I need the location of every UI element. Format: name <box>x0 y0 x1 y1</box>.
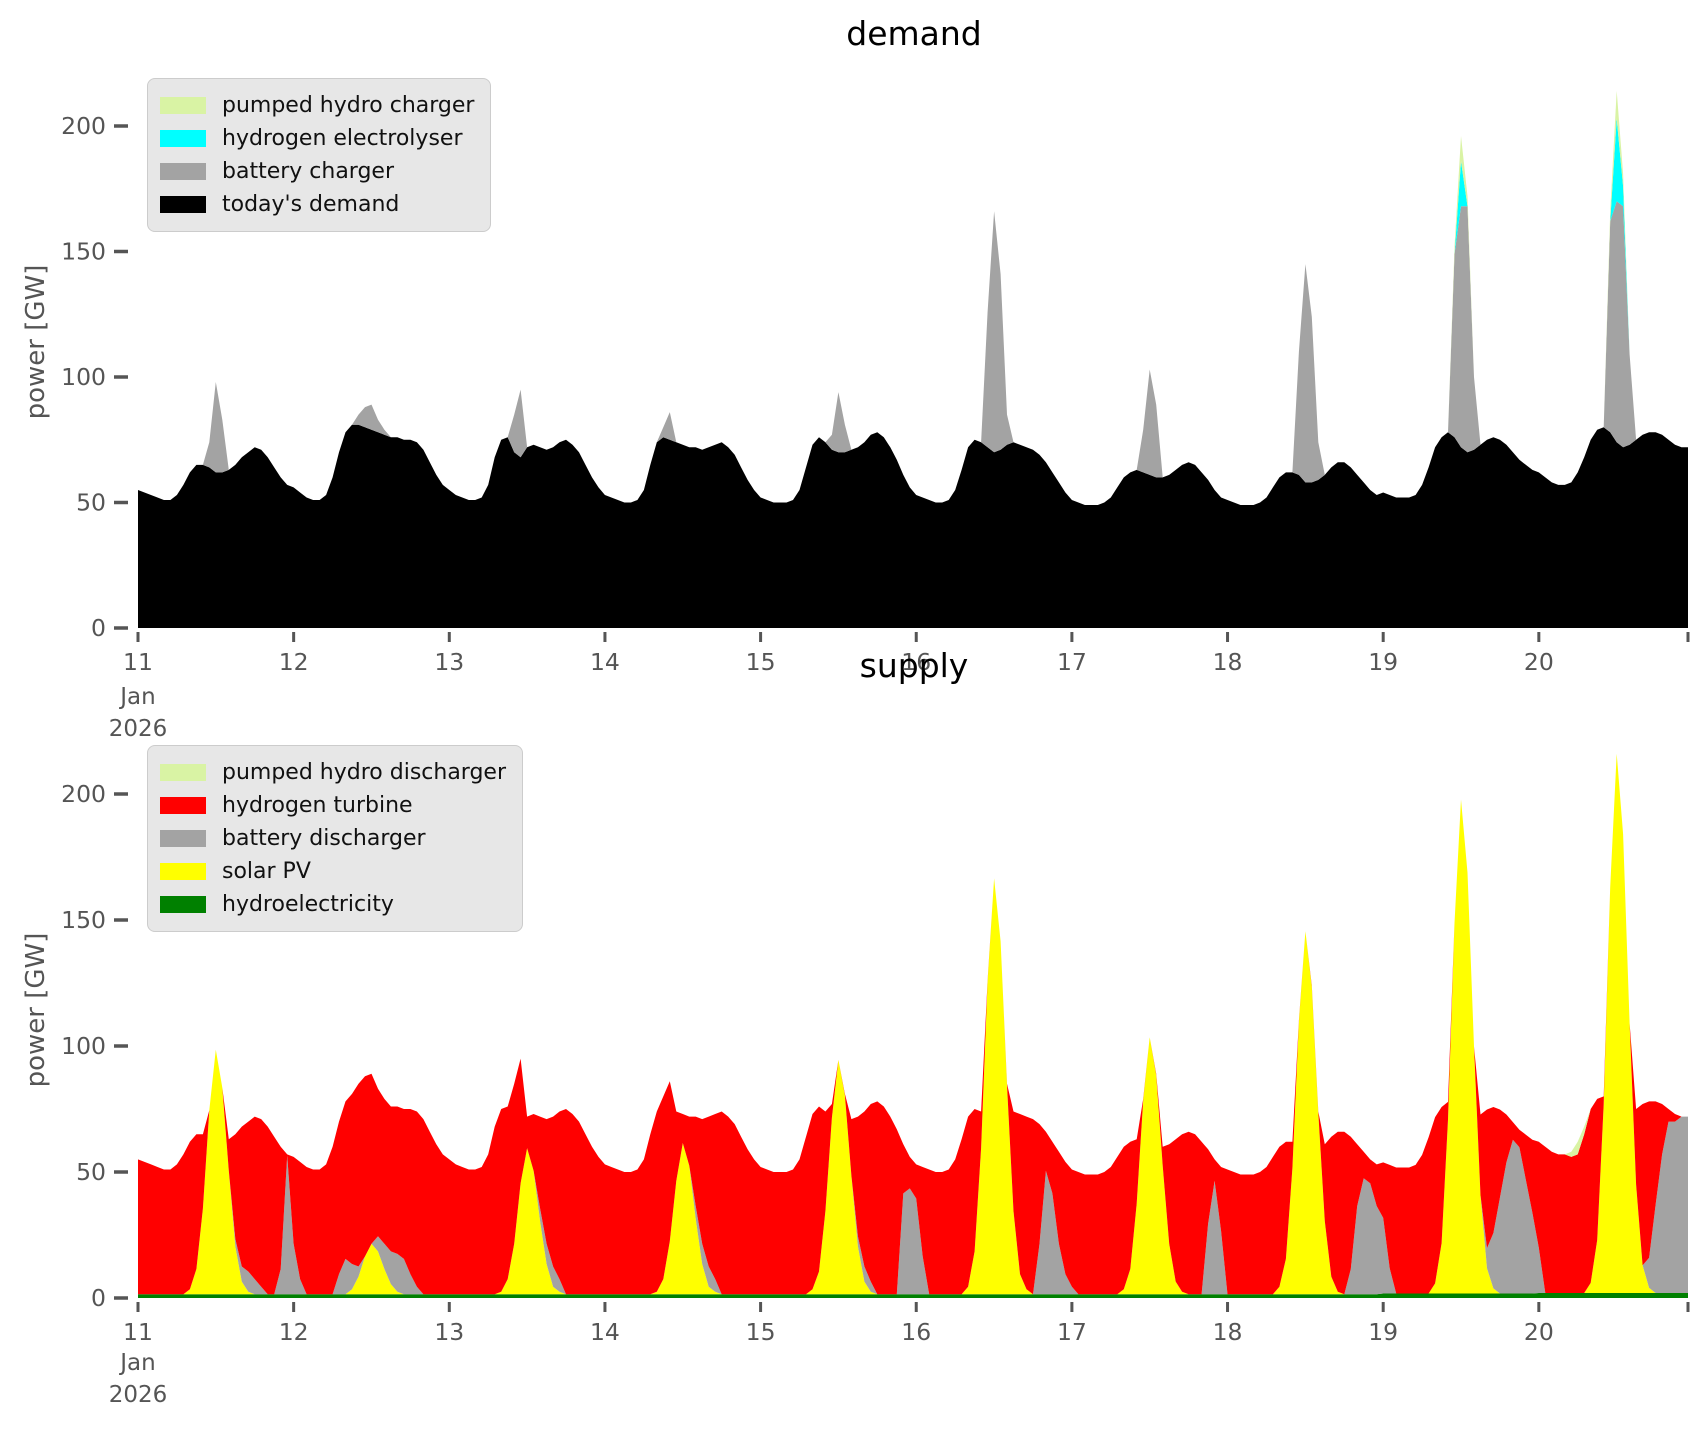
legend-item: pumped hydro discharger <box>160 756 506 789</box>
todays-demand-swatch <box>160 196 206 213</box>
x-tick-label: 18 <box>1213 648 1243 676</box>
legend-item: solar PV <box>160 855 506 888</box>
x-tick-label: 13 <box>434 1318 464 1346</box>
legend-label: pumped hydro charger <box>222 93 475 118</box>
legend-label: battery charger <box>222 159 395 184</box>
area-solar-pv <box>138 753 1688 1295</box>
x-tick-label: 17 <box>1057 1318 1087 1346</box>
y-tick-label: 150 <box>61 906 106 934</box>
demand-x-axis-month: Jan <box>120 684 156 710</box>
demand-legend: pumped hydro charger hydrogen electrolys… <box>147 78 492 232</box>
area-battery-discharger <box>138 753 1688 1295</box>
battery-charger-swatch <box>160 163 206 180</box>
x-tick-label: 15 <box>746 1318 776 1346</box>
x-tick-label: 14 <box>590 1318 620 1346</box>
legend-label: battery discharger <box>222 826 426 851</box>
y-tick-label: 150 <box>61 238 106 266</box>
y-tick-label: 50 <box>76 1158 106 1186</box>
legend-item: battery charger <box>160 155 474 188</box>
legend-label: hydroelectricity <box>222 892 394 917</box>
area-today-s-demand <box>138 424 1688 628</box>
x-tick-label: 15 <box>746 648 776 676</box>
legend-item: hydroelectricity <box>160 888 506 921</box>
x-tick-label: 20 <box>1524 648 1554 676</box>
demand-chart-title: demand <box>846 14 982 53</box>
supply-x-axis-month: Jan <box>120 1350 156 1376</box>
battery-discharger-swatch <box>160 830 206 847</box>
area-hydrogen-turbine <box>138 753 1688 1295</box>
y-tick-label: 200 <box>61 112 106 140</box>
supply-chart-title: supply <box>859 646 969 685</box>
legend-label: hydrogen turbine <box>222 793 413 818</box>
y-tick-label: 100 <box>61 1032 106 1060</box>
hydrogen-electrolyser-swatch <box>160 130 206 147</box>
demand-y-axis-label: power [GW] <box>21 264 51 420</box>
x-tick-label: 16 <box>901 648 931 676</box>
x-tick-label: 13 <box>434 648 464 676</box>
y-tick-label: 200 <box>61 780 106 808</box>
supply-y-axis-label: power [GW] <box>21 932 51 1088</box>
supply-legend: pumped hydro discharger hydrogen turbine… <box>147 745 524 932</box>
legend-label: today's demand <box>222 192 400 217</box>
x-tick-label: 20 <box>1524 1318 1554 1346</box>
x-tick-label: 12 <box>279 648 309 676</box>
x-tick-label: 14 <box>590 648 620 676</box>
legend-item: pumped hydro charger <box>160 89 474 122</box>
y-tick-label: 100 <box>61 363 106 391</box>
x-tick-label: 18 <box>1213 1318 1243 1346</box>
legend-item: today's demand <box>160 188 474 221</box>
y-tick-label: 50 <box>76 489 106 517</box>
x-tick-label: 16 <box>901 1318 931 1346</box>
x-tick-label: 11 <box>123 648 153 676</box>
y-tick-label: 0 <box>91 614 106 642</box>
legend-label: hydrogen electrolyser <box>222 126 463 151</box>
supply-x-axis-year: 2026 <box>108 1382 168 1408</box>
legend-label: solar PV <box>222 859 311 884</box>
hydrogen-turbine-swatch <box>160 797 206 814</box>
x-tick-label: 17 <box>1057 648 1087 676</box>
demand-x-axis-year: 2026 <box>108 716 168 742</box>
x-tick-label: 19 <box>1368 1318 1398 1346</box>
x-tick-label: 11 <box>123 1318 153 1346</box>
legend-label: pumped hydro discharger <box>222 760 507 785</box>
pumped-hydro-discharger-swatch <box>160 764 206 781</box>
solar-pv-swatch <box>160 863 206 880</box>
hydroelectricity-swatch <box>160 896 206 913</box>
x-tick-label: 12 <box>279 1318 309 1346</box>
legend-item: hydrogen turbine <box>160 789 506 822</box>
legend-item: hydrogen electrolyser <box>160 122 474 155</box>
area-battery-charger <box>138 201 1688 506</box>
x-tick-label: 19 <box>1368 648 1398 676</box>
y-tick-label: 0 <box>91 1284 106 1312</box>
legend-item: battery discharger <box>160 822 506 855</box>
area-hydroelectricity <box>138 1293 1688 1298</box>
pumped-hydro-charger-swatch <box>160 97 206 114</box>
